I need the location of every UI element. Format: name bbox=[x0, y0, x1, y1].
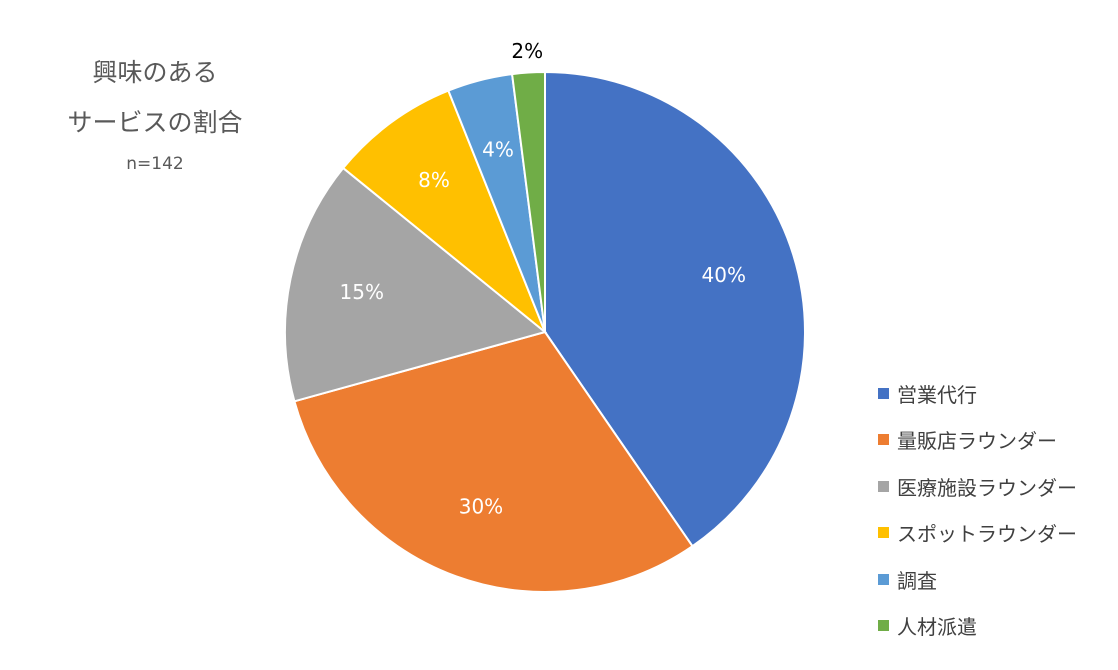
legend-swatch bbox=[878, 434, 889, 446]
data-label: 2% bbox=[511, 39, 543, 63]
legend-label: 調査 bbox=[897, 568, 937, 593]
legend-swatch bbox=[878, 573, 889, 585]
legend-item: 調査 bbox=[878, 556, 1077, 603]
legend-label: 医療施設ラウンダー bbox=[897, 475, 1077, 500]
legend-label: 量販店ラウンダー bbox=[897, 429, 1057, 454]
legend-label: スポットラウンダー bbox=[897, 522, 1077, 547]
legend-item: 医療施設ラウンダー bbox=[878, 463, 1077, 510]
pie-slice bbox=[284, 166, 548, 403]
legend-item: 量販店ラウンダー bbox=[878, 417, 1077, 464]
chart-title-line-2: サービスの割合 bbox=[67, 108, 243, 137]
legend-item: 営業代行 bbox=[878, 370, 1077, 417]
legend-swatch bbox=[878, 620, 889, 632]
pie-slice bbox=[510, 70, 546, 333]
legend-swatch bbox=[878, 387, 889, 399]
legend-item: 人材派遣 bbox=[878, 603, 1077, 650]
pie-slice bbox=[341, 89, 548, 336]
pie-slice bbox=[293, 330, 694, 593]
data-label: 15% bbox=[340, 280, 384, 304]
data-label: 4% bbox=[482, 137, 514, 161]
pie-slice bbox=[544, 70, 806, 548]
data-label: 8% bbox=[418, 168, 450, 192]
data-label: 30% bbox=[459, 494, 503, 518]
legend-swatch bbox=[878, 480, 889, 492]
chart-title-line-1: 興味のある bbox=[92, 58, 218, 87]
chart-legend: 営業代行量販店ラウンダー 医療施設ラウンダー スポットラウンダー 調査人材派遣 bbox=[878, 370, 1077, 649]
data-label: 40% bbox=[702, 263, 746, 287]
chart-subtitle: n=142 bbox=[126, 154, 184, 174]
legend-swatch bbox=[878, 527, 889, 539]
legend-item: スポットラウンダー bbox=[878, 510, 1077, 557]
chart-title-block: 興味のある サービスの割合 n=142 bbox=[60, 48, 250, 178]
legend-label: 営業代行 bbox=[897, 382, 977, 407]
legend-label: 人材派遣 bbox=[897, 615, 977, 640]
